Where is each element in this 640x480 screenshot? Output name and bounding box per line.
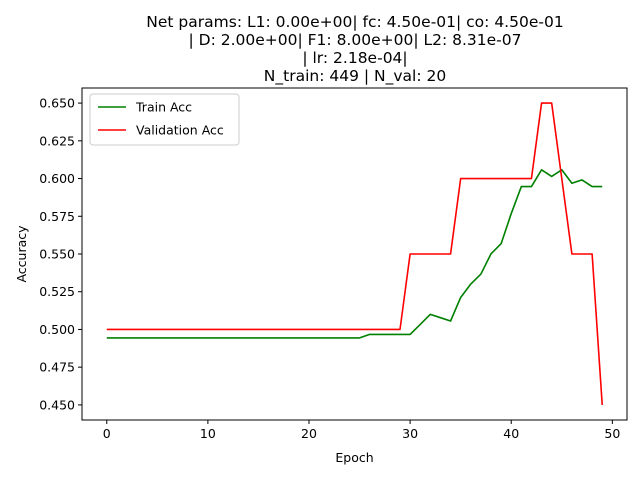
x-tick-label: 0	[103, 426, 111, 441]
title-line-4: N_train: 449 | N_val: 20	[264, 67, 446, 86]
y-tick-label: 0.500	[39, 322, 75, 337]
y-tick-label: 0.475	[39, 360, 75, 375]
y-tick-label: 0.575	[39, 209, 75, 224]
title-line-3: | lr: 2.18e-04|	[302, 49, 407, 67]
x-tick-label: 40	[503, 426, 519, 441]
y-tick-label: 0.625	[39, 133, 75, 148]
series-line-validation-acc	[106, 102, 604, 405]
legend: Train Acc Validation Acc	[89, 93, 240, 146]
y-tick-label: 0.450	[39, 397, 75, 412]
x-axis-ticks: 0 10 20 30 40 50	[103, 420, 620, 441]
y-tick-label: 0.650	[39, 96, 75, 111]
title-line-2: | D: 2.00e+00| F1: 8.00e+00| L2: 8.31e-0…	[189, 31, 522, 49]
chart-title: Net params: L1: 0.00e+00| fc: 4.50e-01| …	[146, 13, 563, 86]
y-tick-label: 0.550	[39, 247, 75, 262]
x-tick-label: 10	[200, 426, 216, 441]
legend-label-train-acc: Train Acc	[135, 100, 192, 115]
y-axis-label: Accuracy	[14, 225, 29, 283]
y-tick-label: 0.525	[39, 284, 75, 299]
x-tick-label: 20	[301, 426, 317, 441]
series-line-train-acc	[106, 168, 603, 339]
title-line-1: Net params: L1: 0.00e+00| fc: 4.50e-01| …	[146, 13, 563, 31]
legend-box	[89, 93, 240, 146]
series-lines	[106, 102, 604, 405]
y-axis-ticks: 0.450 0.475 0.500 0.525 0.550 0.575 0.600 0.625…	[39, 96, 82, 412]
y-tick-label: 0.600	[39, 171, 75, 186]
legend-label-validation-acc: Validation Acc	[136, 123, 224, 138]
x-tick-label: 50	[604, 426, 620, 441]
x-tick-label: 30	[402, 426, 418, 441]
x-axis-label: Epoch	[335, 450, 373, 465]
